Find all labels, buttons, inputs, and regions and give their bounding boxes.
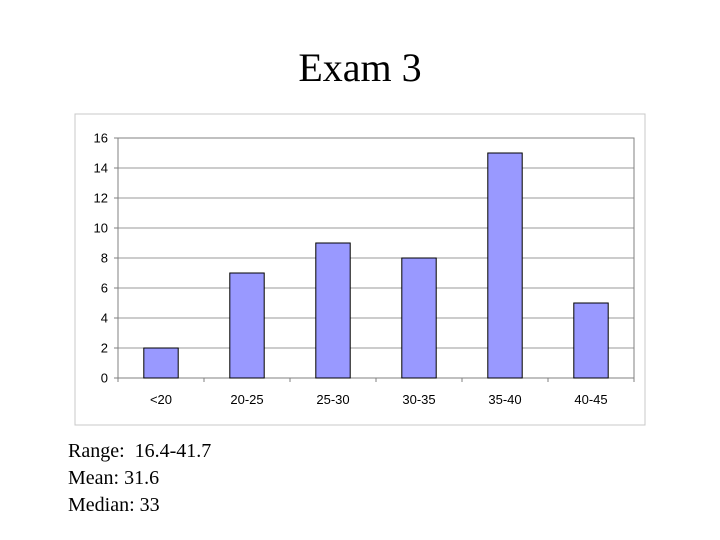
mean-stat: Mean: 31.6 [68, 467, 160, 489]
x-tick-label: 20-25 [230, 392, 263, 407]
exam-stats: Range: 16.4-41.7 Mean: 31.6 Median: 33 [68, 438, 211, 519]
x-tick-label: <20 [150, 392, 172, 407]
bar [401, 257, 437, 379]
y-tick-label: 2 [101, 341, 108, 356]
bar [573, 302, 609, 379]
x-axis-ticks: <20 20-25 25-30 30-35 35-40 40-45 [117, 378, 635, 407]
y-axis-ticks: 0 2 4 6 8 10 12 14 16 [94, 131, 118, 386]
bars [143, 152, 609, 379]
y-tick-label: 10 [94, 221, 108, 236]
y-tick-label: 14 [94, 161, 108, 176]
y-tick-label: 0 [101, 371, 108, 386]
y-tick-label: 8 [101, 251, 108, 266]
y-tick-label: 12 [94, 191, 108, 206]
bar [487, 152, 523, 379]
bar [229, 272, 265, 379]
y-tick-label: 6 [101, 281, 108, 296]
y-tick-label: 4 [101, 311, 108, 326]
x-tick-label: 25-30 [316, 392, 349, 407]
bar [315, 242, 351, 379]
slide-title: Exam 3 [298, 45, 422, 90]
x-tick-label: 35-40 [488, 392, 521, 407]
y-tick-label: 16 [94, 131, 108, 146]
range-stat: Range: 16.4-41.7 [68, 440, 212, 462]
gridlines [118, 137, 634, 349]
x-tick-label: 40-45 [574, 392, 607, 407]
bar [143, 347, 179, 379]
median-stat: Median: 33 [68, 494, 160, 516]
x-tick-label: 30-35 [402, 392, 435, 407]
